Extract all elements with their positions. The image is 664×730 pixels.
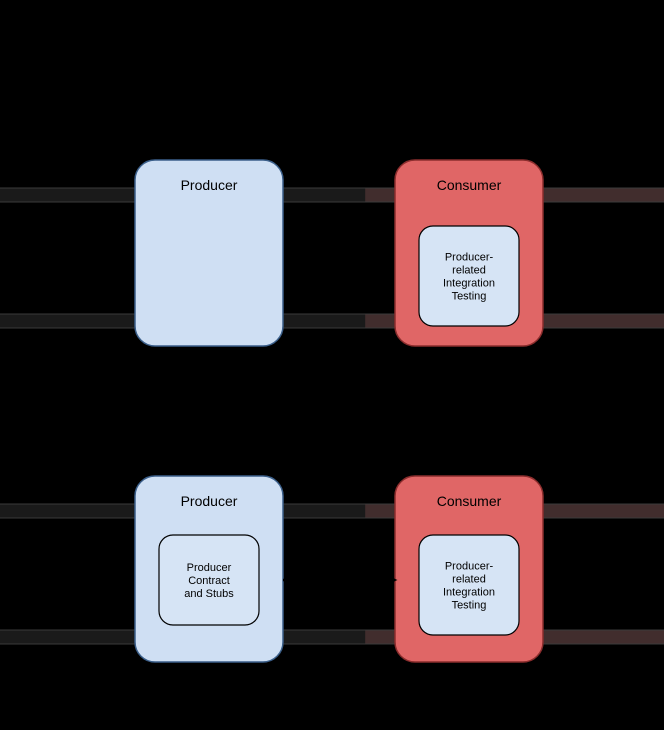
inner-label-line: Producer-: [445, 560, 494, 572]
node-label: Producer: [181, 177, 238, 193]
inner-label-line: Producer: [187, 562, 232, 574]
node-consumer-bottom: Consumer Producer-relatedIntegrationTesti…: [395, 476, 543, 662]
node-label: Producer: [181, 493, 238, 509]
inner-label-line: related: [452, 264, 486, 276]
node-producer-top: Producer: [135, 160, 283, 346]
node-label: Consumer: [437, 177, 502, 193]
diagram-canvas: ProducerConsumerProducer-relatedIntegrat…: [0, 0, 664, 730]
node-label: Consumer: [437, 493, 502, 509]
inner-label-line: Integration: [443, 277, 495, 289]
node-producer-bottom: ProducerProducerContractand Stubs: [135, 476, 283, 662]
inner-label-line: Testing: [452, 290, 487, 302]
inner-label-line: Contract: [188, 575, 230, 587]
inner-label-line: Integration: [443, 586, 495, 598]
node-consumer-top: Consumer Producer-relatedIntegrationTesti…: [395, 160, 543, 346]
inner-label-line: Producer-: [445, 251, 494, 263]
inner-label-line: related: [452, 573, 486, 585]
inner-label-line: and Stubs: [184, 588, 234, 600]
inner-label-line: Testing: [452, 599, 487, 611]
